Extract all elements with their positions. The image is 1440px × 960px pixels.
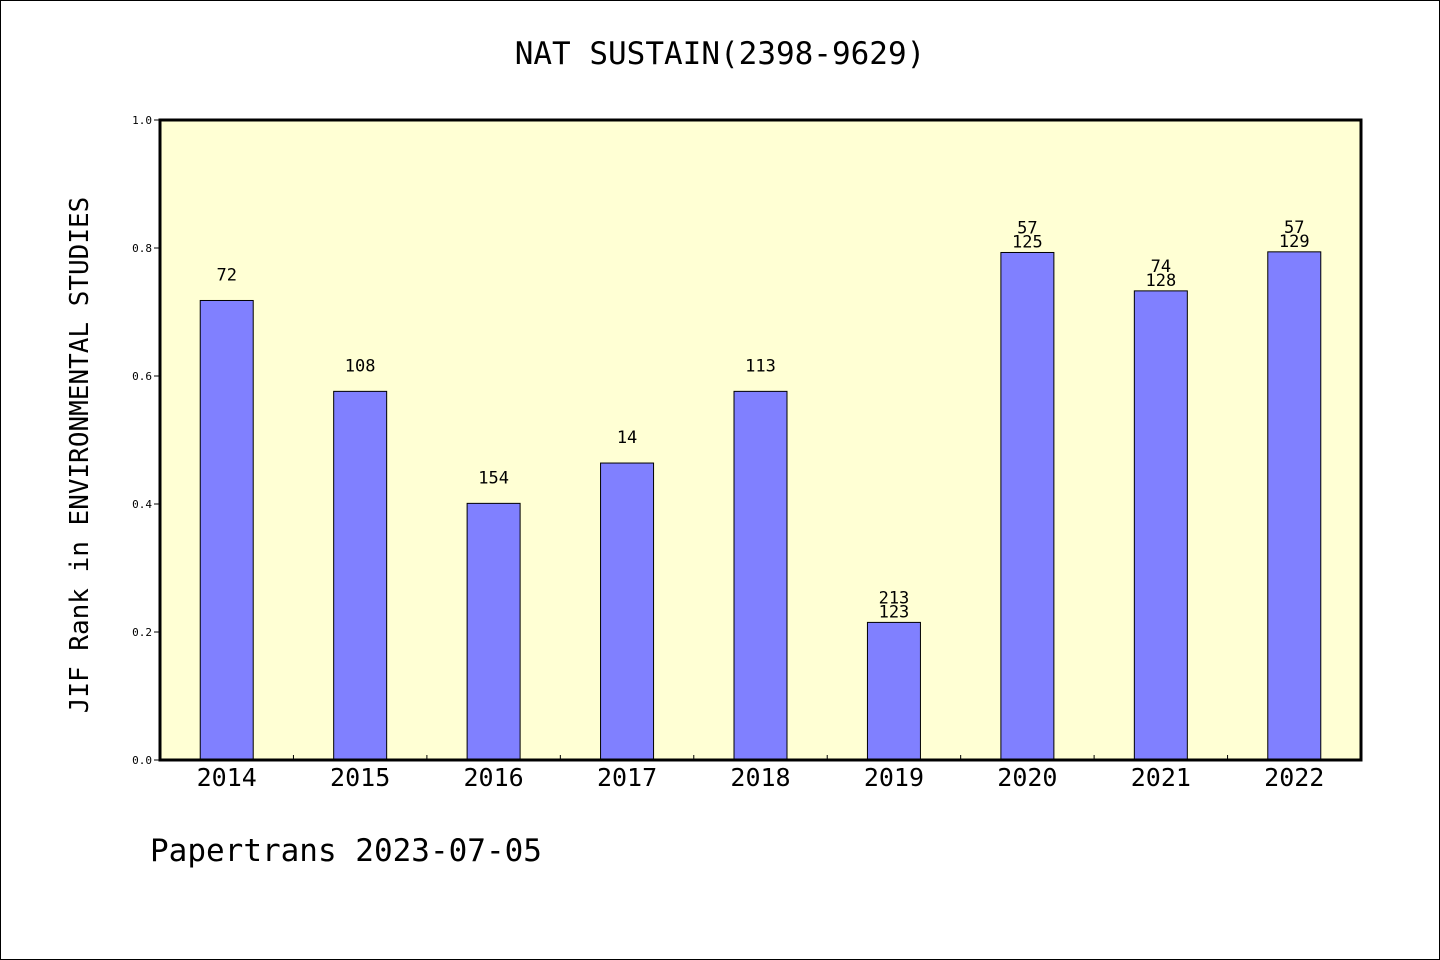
data-label-2016: 154 xyxy=(478,468,509,488)
y-tick-label: 0.6 xyxy=(132,370,152,383)
data-label-2022-1: 57 xyxy=(1284,218,1304,238)
plot-border xyxy=(158,118,1363,762)
x-tick-label-2016: 2016 xyxy=(464,763,524,792)
bar-2022 xyxy=(1267,251,1322,761)
bar-2021 xyxy=(1133,290,1188,761)
data-label-2019-2: 123 xyxy=(879,602,910,622)
data-label-2018: 113 xyxy=(745,356,776,376)
x-tick-label-2015: 2015 xyxy=(330,763,390,792)
bar-2019 xyxy=(866,621,921,761)
y-tick-label: 0.8 xyxy=(132,242,152,255)
x-axis: 2014 2015 2016 2017 2018 2019 2020 2021 2022 xyxy=(197,755,1324,792)
x-tick-label-2017: 2017 xyxy=(597,763,657,792)
data-label-2015: 108 xyxy=(345,356,376,376)
data-label-2019-1: 213 xyxy=(879,588,910,608)
x-tick-label-2018: 2018 xyxy=(730,763,790,792)
y-tick-label: 1.0 xyxy=(132,114,152,127)
data-label-2021-1: 74 xyxy=(1151,257,1171,277)
bars-group xyxy=(199,251,1322,761)
bar-2020 xyxy=(1000,251,1055,761)
bar-2017 xyxy=(600,462,655,761)
chart-title: NAT SUSTAIN(2398-9629) xyxy=(514,36,926,72)
bar-2016 xyxy=(466,502,521,761)
y-tick-label: 0.2 xyxy=(132,626,152,639)
data-label-2017: 14 xyxy=(617,428,637,448)
y-axis: 0.0 0.2 0.4 0.6 0.8 1.0 xyxy=(132,114,160,767)
x-tick-label-2020: 2020 xyxy=(997,763,1057,792)
x-tick-label-2021: 2021 xyxy=(1131,763,1191,792)
y-tick-label: 0.4 xyxy=(132,498,152,511)
data-label-2022-2: 129 xyxy=(1279,232,1310,252)
bar-2018 xyxy=(733,390,788,761)
bar-2015 xyxy=(333,390,388,761)
x-tick-label-2022: 2022 xyxy=(1264,763,1324,792)
y-tick-label: 0.0 xyxy=(132,754,152,767)
data-label-2020-1: 57 xyxy=(1017,218,1037,238)
x-tick-label-2019: 2019 xyxy=(864,763,924,792)
data-label-2014: 72 xyxy=(216,265,236,285)
data-label-2021-2: 128 xyxy=(1145,271,1176,291)
footer-credit: Papertrans 2023-07-05 xyxy=(150,833,542,869)
bar-2014 xyxy=(199,299,254,761)
data-label-2020-2: 125 xyxy=(1012,232,1043,252)
x-tick-label-2014: 2014 xyxy=(197,763,257,792)
